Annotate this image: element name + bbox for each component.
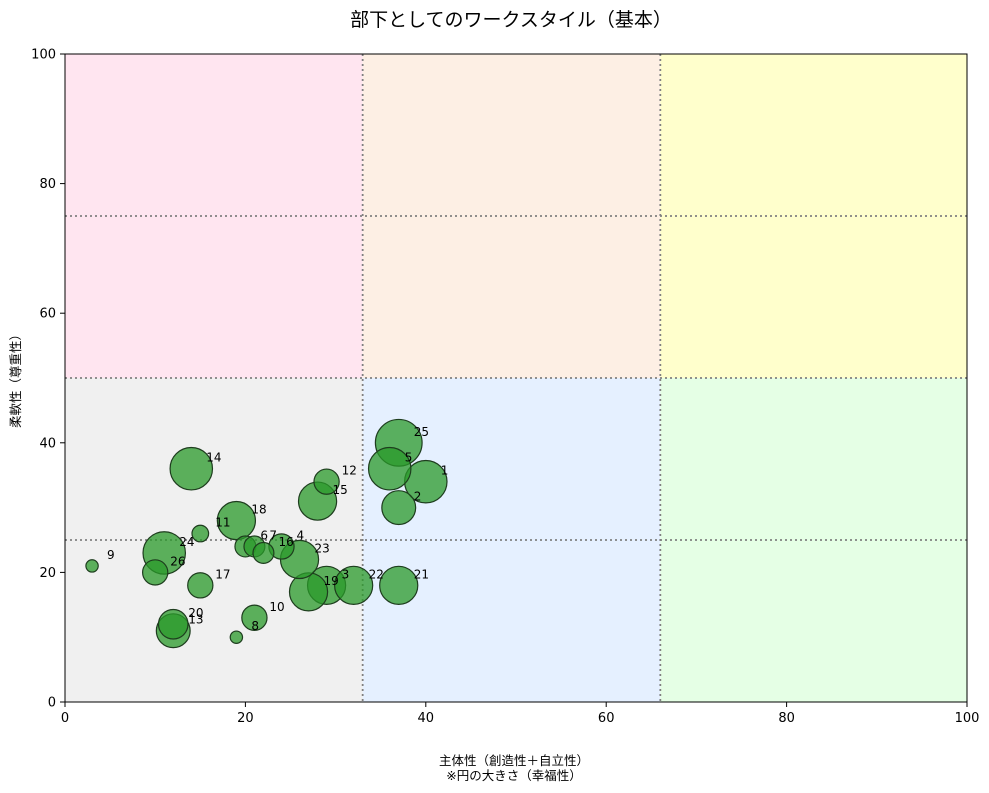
point-10 bbox=[241, 604, 268, 631]
y-axis-ticks: 0 20 40 60 80 100 bbox=[31, 48, 65, 711]
point-label-26: 26 bbox=[170, 554, 185, 568]
point-label-25: 25 bbox=[414, 425, 429, 439]
point-label-11: 11 bbox=[215, 516, 230, 530]
x-tick-label: 80 bbox=[778, 711, 795, 726]
point-label-8: 8 bbox=[251, 619, 259, 633]
point-11 bbox=[191, 524, 210, 543]
point-12 bbox=[313, 468, 340, 495]
x-tick-label: 0 bbox=[61, 711, 69, 726]
point-label-22: 22 bbox=[369, 567, 384, 581]
point-14 bbox=[169, 446, 214, 491]
point-9 bbox=[85, 559, 99, 573]
point-label-18: 18 bbox=[251, 503, 266, 517]
x-tick-label: 60 bbox=[598, 711, 615, 726]
point-label-23: 23 bbox=[315, 541, 330, 555]
point-label-16: 16 bbox=[278, 535, 293, 549]
x-axis-ticks: 0 20 40 60 80 100 bbox=[61, 702, 980, 726]
y-tick-label: 40 bbox=[39, 436, 56, 451]
point-16 bbox=[252, 541, 275, 565]
y-axis-label: 柔軟性（尊重性） bbox=[8, 328, 23, 428]
point-label-12: 12 bbox=[342, 464, 357, 478]
point-17 bbox=[187, 572, 214, 599]
x-tick-label: 100 bbox=[955, 711, 980, 726]
point-label-19: 19 bbox=[324, 574, 339, 588]
point-22 bbox=[333, 565, 374, 606]
point-label-7: 7 bbox=[269, 528, 277, 542]
point-label-2: 2 bbox=[414, 490, 422, 504]
point-label-1: 1 bbox=[441, 464, 449, 478]
x-tick-label: 40 bbox=[418, 711, 435, 726]
point-label-5: 5 bbox=[405, 451, 413, 465]
x-axis-sublabel: ※円の大きさ（幸福性） bbox=[446, 768, 581, 783]
point-label-15: 15 bbox=[333, 483, 348, 497]
y-tick-label: 20 bbox=[39, 566, 56, 581]
region-4 bbox=[65, 54, 363, 378]
point-label-17: 17 bbox=[215, 567, 230, 581]
point-label-3: 3 bbox=[342, 567, 350, 581]
chart-title: 部下としてのワークスタイル（基本） bbox=[350, 9, 672, 31]
region-1 bbox=[65, 378, 363, 702]
y-tick-label: 60 bbox=[39, 307, 56, 322]
point-20 bbox=[157, 608, 189, 640]
y-tick-label: 0 bbox=[48, 696, 56, 711]
point-2 bbox=[381, 490, 417, 526]
point-label-4: 4 bbox=[296, 528, 304, 542]
point-21 bbox=[379, 565, 419, 606]
point-label-6: 6 bbox=[260, 528, 268, 542]
point-label-20: 20 bbox=[188, 606, 203, 620]
plot-frame bbox=[64, 53, 968, 703]
data-points bbox=[85, 418, 448, 649]
point-label-14: 14 bbox=[206, 451, 221, 465]
point-26 bbox=[141, 559, 169, 586]
y-tick-label: 100 bbox=[31, 48, 56, 63]
point-label-21: 21 bbox=[414, 567, 429, 581]
x-tick-label: 20 bbox=[237, 711, 254, 726]
point-label-10: 10 bbox=[269, 600, 284, 614]
point-5 bbox=[367, 446, 412, 491]
y-tick-label: 80 bbox=[39, 177, 56, 192]
point-18 bbox=[216, 500, 257, 541]
point-label-24: 24 bbox=[179, 535, 194, 549]
point-label-9: 9 bbox=[107, 548, 115, 562]
point-label-13: 13 bbox=[188, 613, 203, 627]
x-axis-label: 主体性（創造性＋自立性） bbox=[439, 753, 589, 768]
point-8 bbox=[229, 630, 244, 644]
